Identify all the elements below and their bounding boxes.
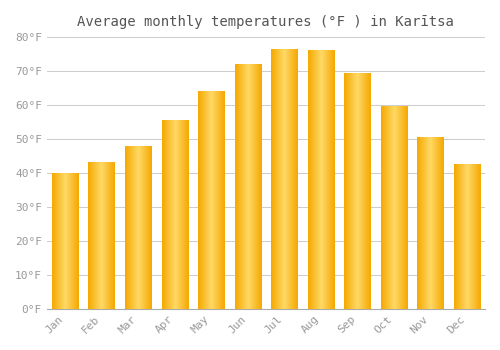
Title: Average monthly temperatures (°F ) in Karītsa: Average monthly temperatures (°F ) in Ka…: [78, 15, 454, 29]
